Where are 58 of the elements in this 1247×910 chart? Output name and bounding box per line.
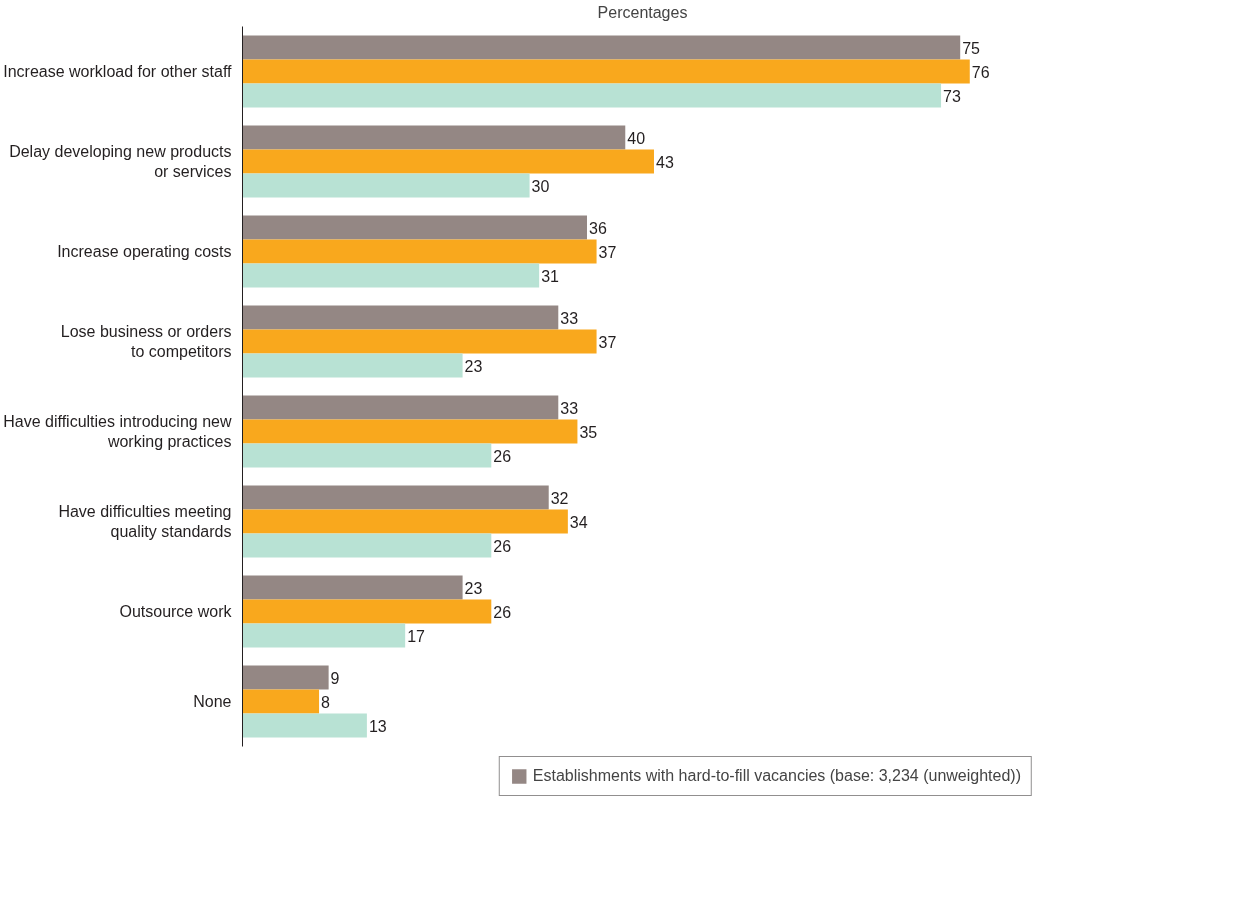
bar bbox=[242, 599, 492, 624]
bar bbox=[242, 305, 559, 330]
bar bbox=[242, 215, 587, 240]
y-tick-label: Have difficulties introducing new working practices bbox=[3, 412, 232, 451]
bar bbox=[242, 533, 492, 558]
bar bbox=[242, 575, 463, 600]
bar bbox=[242, 239, 597, 264]
data-label: 13 bbox=[368, 717, 387, 735]
bar bbox=[242, 35, 961, 60]
y-tick-label: Lose business or orders to competitors bbox=[60, 322, 232, 361]
y-tick-label: Have difficulties meeting quality standards bbox=[58, 502, 232, 541]
y-tick-label: Increase operating costs bbox=[57, 243, 232, 260]
data-label: 35 bbox=[579, 423, 598, 441]
bar bbox=[242, 149, 654, 174]
bar bbox=[242, 623, 406, 648]
bar bbox=[242, 329, 597, 354]
data-label: 33 bbox=[560, 399, 579, 417]
data-label: 37 bbox=[598, 243, 617, 261]
data-label: 76 bbox=[971, 63, 990, 81]
data-label: 36 bbox=[589, 219, 607, 237]
data-label: 34 bbox=[569, 513, 588, 531]
data-label: 26 bbox=[493, 603, 512, 621]
bar bbox=[242, 419, 578, 444]
data-label: 17 bbox=[407, 627, 426, 645]
legend-label: Establishments with hard-to-fill vacancies (base: 3,234 (unweighted)) bbox=[532, 767, 1021, 785]
data-label: 40 bbox=[627, 129, 646, 147]
y-tick-label: Increase workload for other staff bbox=[3, 63, 233, 80]
bar bbox=[242, 665, 329, 690]
bar bbox=[242, 125, 626, 150]
bar bbox=[242, 83, 942, 108]
bar bbox=[242, 353, 463, 378]
data-label: 75 bbox=[962, 39, 981, 57]
bar bbox=[242, 263, 540, 288]
data-label: 73 bbox=[943, 87, 961, 105]
bar bbox=[242, 59, 970, 84]
data-label: 23 bbox=[464, 579, 483, 597]
y-tick-label: Delay developing new products or services bbox=[9, 142, 232, 181]
x-axis-title: Percentages bbox=[597, 3, 688, 21]
bar bbox=[242, 713, 367, 738]
data-label: 30 bbox=[531, 177, 550, 195]
bar bbox=[242, 485, 549, 510]
bar bbox=[242, 443, 492, 468]
y-tick-label: Outsource work bbox=[119, 603, 233, 620]
data-label: 8 bbox=[321, 693, 331, 711]
data-label: 37 bbox=[598, 333, 617, 351]
data-label: 26 bbox=[493, 447, 512, 465]
bar bbox=[242, 173, 530, 198]
data-label: 32 bbox=[550, 489, 569, 507]
data-label: 26 bbox=[493, 537, 512, 555]
bar bbox=[242, 689, 320, 714]
data-label: 33 bbox=[560, 309, 579, 327]
bar bbox=[242, 395, 559, 420]
y-tick-label: None bbox=[193, 693, 232, 710]
data-label: 31 bbox=[541, 267, 560, 285]
bar bbox=[242, 509, 568, 534]
data-label: 43 bbox=[655, 153, 674, 171]
data-label: 23 bbox=[464, 357, 483, 375]
data-label: 9 bbox=[330, 669, 340, 687]
